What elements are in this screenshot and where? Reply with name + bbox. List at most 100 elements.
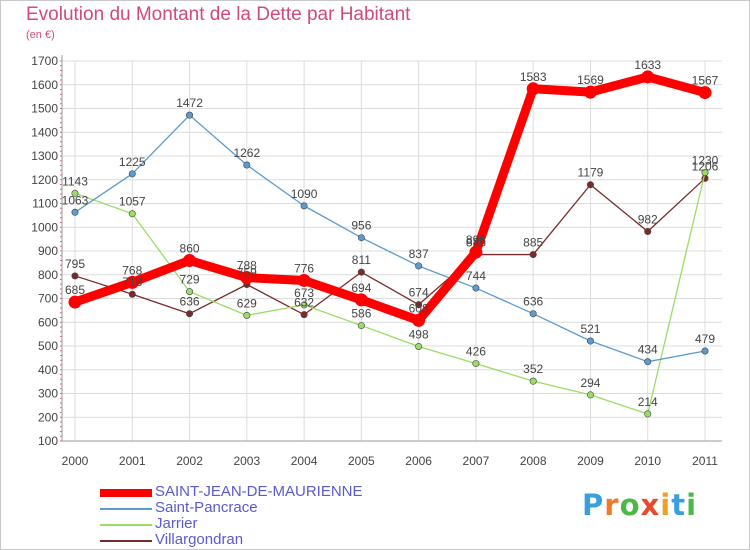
series-point [71,208,79,216]
series-point [128,210,136,218]
x-tick-label: 2003 [233,454,260,468]
data-label: 498 [409,327,429,341]
data-label: 426 [466,345,486,359]
series-point [415,342,423,350]
data-label: 885 [466,236,486,250]
logo-letter: x [640,488,661,522]
data-label: 1633 [634,58,661,72]
x-tick-label: 2009 [577,454,604,468]
chart-data-labels: 685 768 860 788 776 694 608 895 1583 1569 1633 1567… [62,58,719,409]
data-label: 729 [180,273,200,287]
y-tick-label: 1200 [31,173,58,187]
series-point [529,310,537,318]
series-point [240,271,254,285]
chart-title: Evolution du Montant de la Dette par Hab… [26,4,411,25]
data-label: 674 [409,286,429,300]
data-label: 895 [466,233,486,247]
x-tick-label: 2004 [291,454,318,468]
y-tick-label: 1700 [31,54,58,68]
x-tick-label: 2002 [176,454,203,468]
chart-series [68,70,712,418]
y-tick-label: 100 [38,434,58,448]
data-label: 1063 [62,193,89,207]
series-point [415,262,423,270]
x-tick-label: 2001 [119,454,146,468]
logo-letter: o [619,488,641,522]
chart-grid [62,60,722,442]
y-tick-label: 500 [38,339,58,353]
series-point [300,301,308,309]
series-point [357,234,365,242]
y-tick-label: 1000 [31,220,58,234]
series-point [357,322,365,330]
y-tick-label: 900 [38,244,58,258]
data-label: 885 [523,236,543,250]
series-point [701,347,709,355]
series-point [469,245,483,259]
series-point [586,391,594,399]
proxiti-logo: Proxiti [582,488,697,522]
data-label: 768 [122,263,142,277]
series-point [243,311,251,319]
series-point [644,228,652,236]
data-label: 1472 [176,96,203,110]
logo-letter: P [582,488,605,522]
data-label: 1583 [520,70,547,84]
legend-swatch [100,489,152,497]
legend-swatch [100,524,152,526]
series-line-3 [70,72,710,325]
series-point [357,268,365,276]
data-label: 811 [352,253,371,267]
series-point [125,275,139,289]
logo-letter: i [660,488,672,522]
series-line-0 [74,177,706,316]
series-point [641,70,655,84]
legend-label: Villargondran [155,531,244,548]
data-label: 1179 [578,166,604,180]
data-label: 776 [294,261,314,275]
series-point [586,337,594,345]
data-label: 479 [695,332,715,346]
x-tick-label: 2006 [405,454,432,468]
series-point [644,358,652,366]
data-label: 608 [409,301,429,315]
data-label: 788 [237,259,257,273]
series-point [529,251,537,259]
series-point [243,161,251,169]
series-point [68,295,82,309]
x-tick-label: 2007 [463,454,490,468]
data-label: 1206 [692,159,719,173]
legend-label: Jarrier [155,515,198,532]
x-tick-label: 2010 [634,454,661,468]
series-point [186,288,194,296]
data-label: 1143 [62,174,88,188]
y-tick-label: 1500 [31,102,58,116]
data-label: 352 [523,362,543,376]
logo-letter: r [604,488,620,522]
series-point [526,82,540,96]
data-label: 586 [351,307,371,321]
y-tick-label: 400 [38,363,58,377]
series-point [297,273,311,287]
logo-letter: i [686,488,698,522]
series-point [529,377,537,385]
data-label: 629 [237,296,257,310]
data-label: 685 [65,283,85,297]
data-label: 434 [638,343,658,357]
data-label: 694 [351,281,371,295]
data-label: 860 [180,242,200,256]
data-label: 956 [351,219,371,233]
x-tick-label: 2005 [348,454,375,468]
legend-label: SAINT-JEAN-DE-MAURIENNE [155,483,363,500]
data-label: 1090 [291,187,318,201]
series-point [586,181,594,189]
series-point [701,169,709,177]
y-tick-label: 300 [38,387,58,401]
series-point [472,360,480,368]
data-label: 759 [237,265,257,279]
data-label: 982 [638,213,658,227]
y-tick-label: 1100 [32,197,58,211]
series-point [300,202,308,210]
series-point [644,410,652,418]
